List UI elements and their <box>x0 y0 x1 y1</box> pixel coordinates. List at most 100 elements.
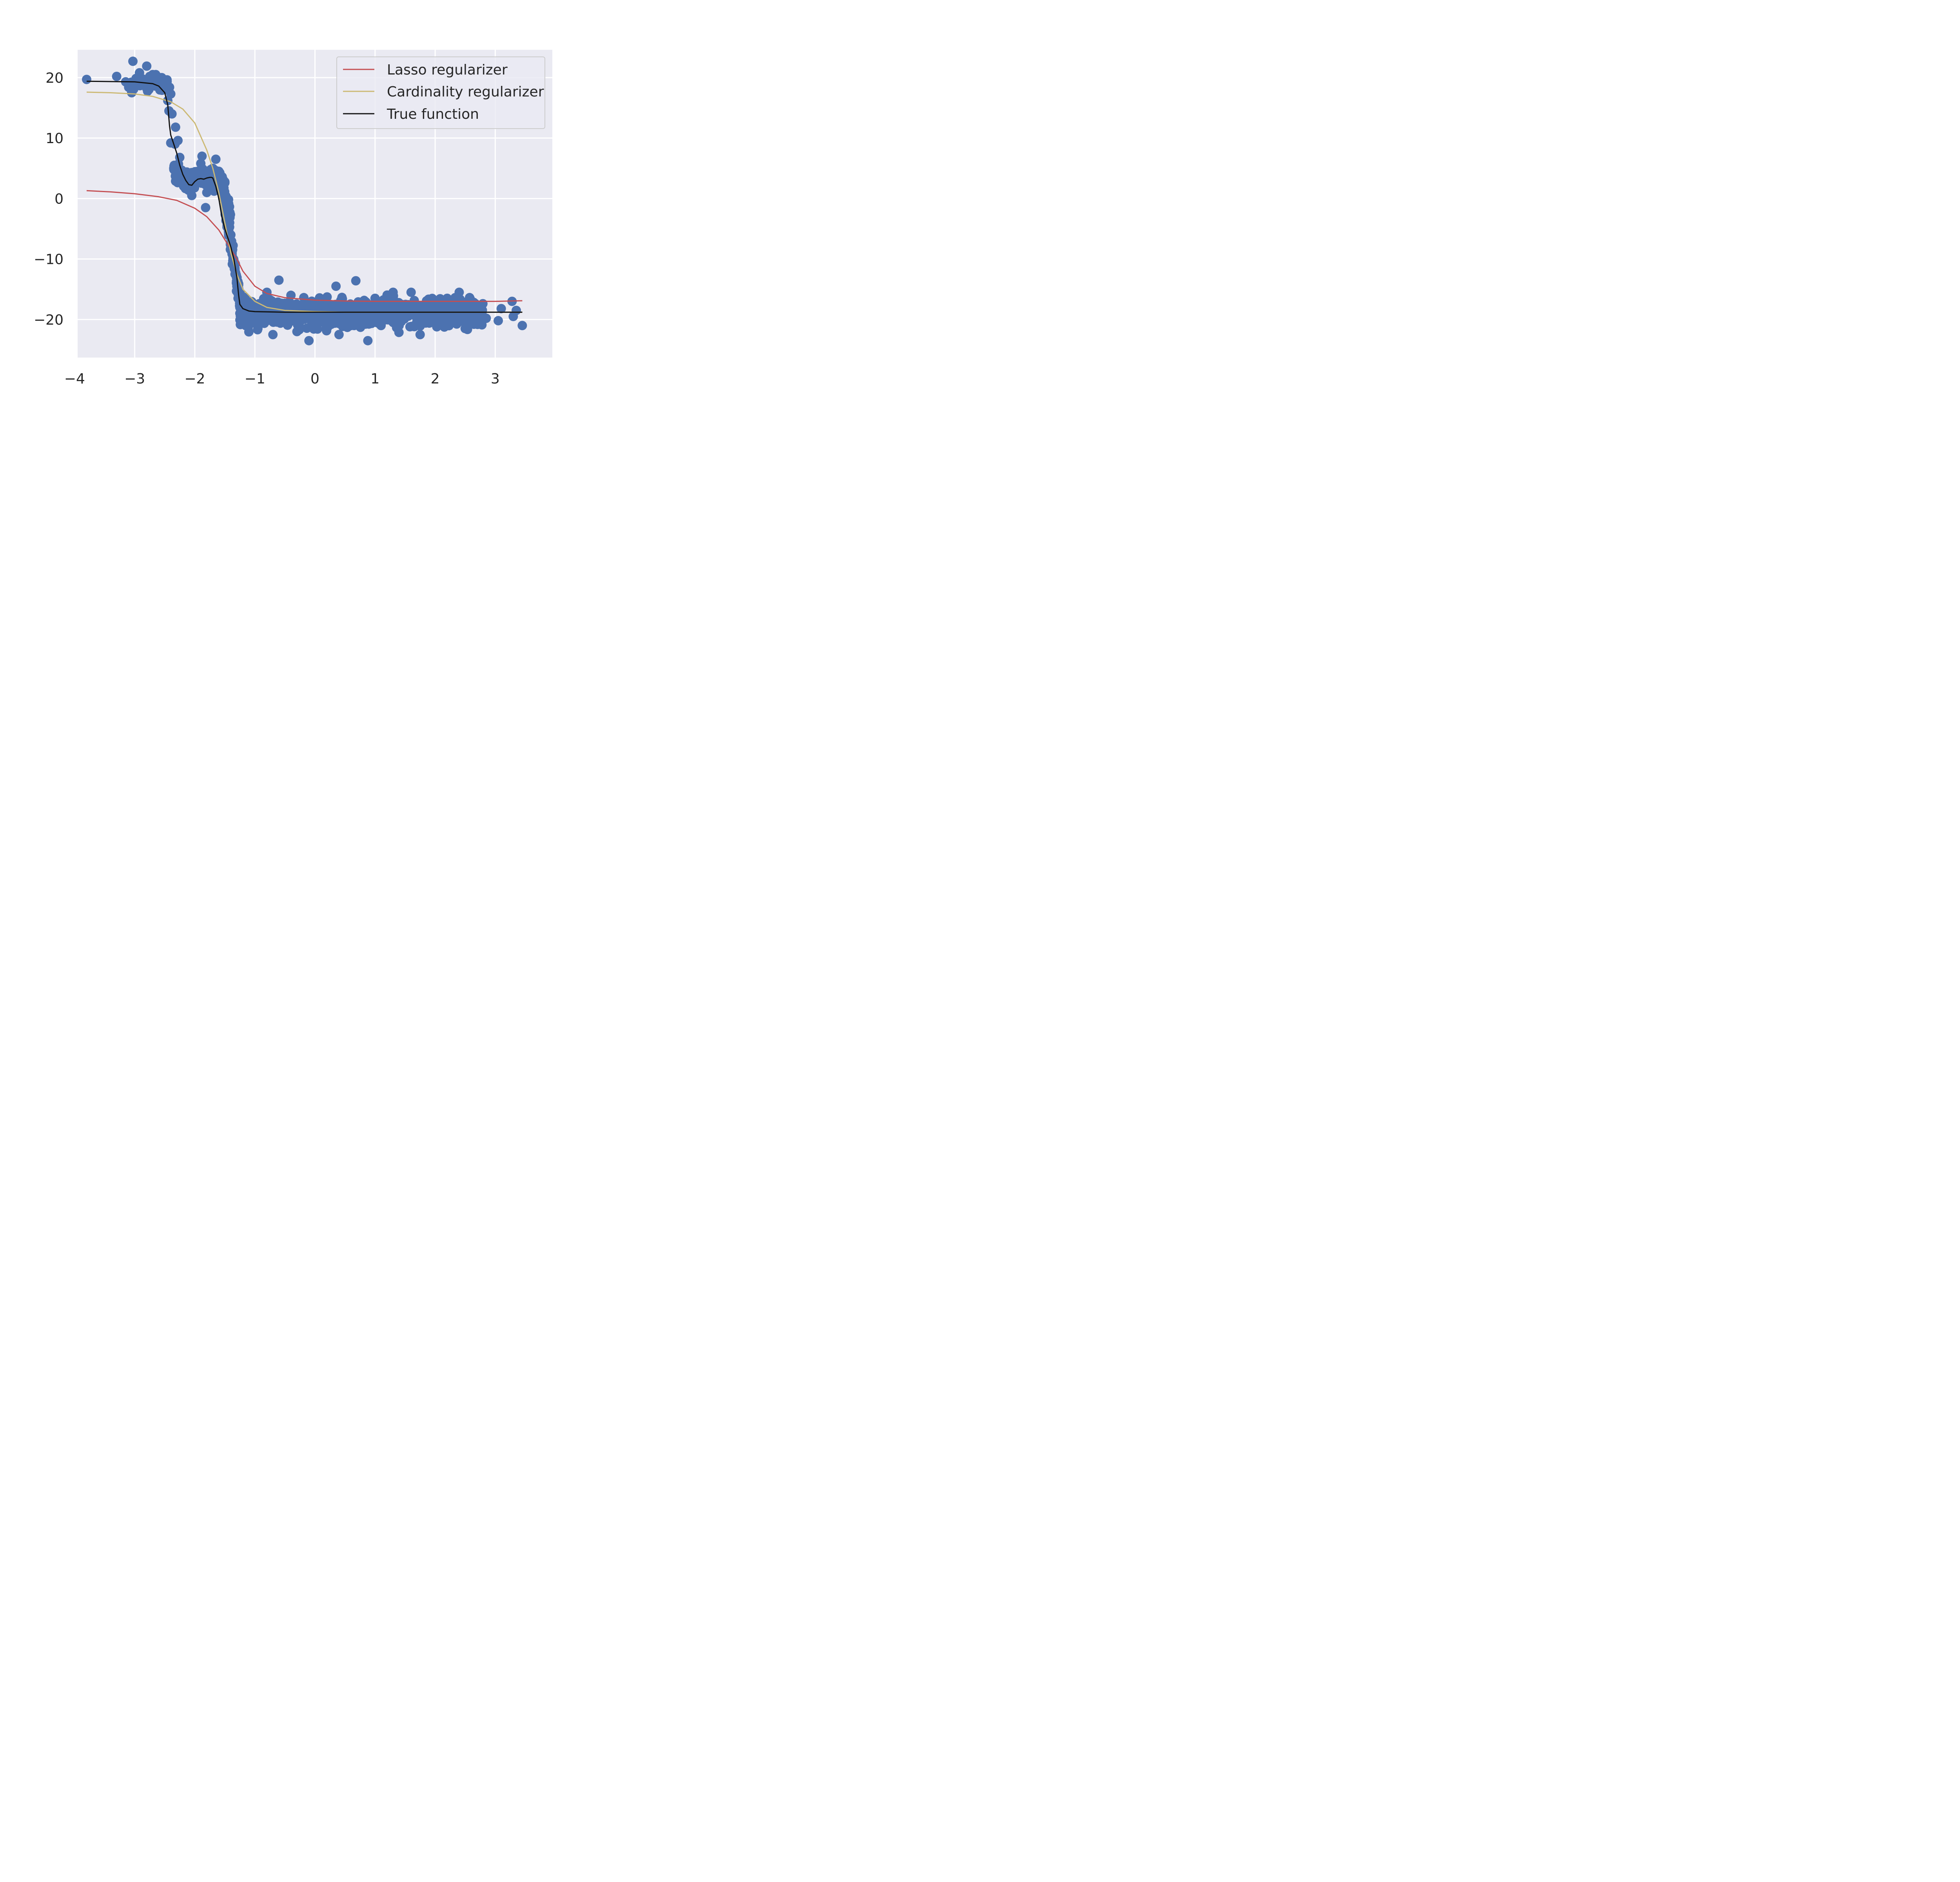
x-axis-ticks: −4 −3 −2 −1 0 1 2 3 <box>64 371 500 387</box>
data-point <box>424 312 434 322</box>
data-point <box>331 282 341 291</box>
data-point <box>448 312 458 322</box>
y-tick-label: −20 <box>34 312 64 328</box>
data-point <box>481 313 491 323</box>
data-point <box>292 327 302 336</box>
x-tick-label: −4 <box>64 371 85 387</box>
legend-label-cardinality: Cardinality regularizer <box>387 84 544 100</box>
data-point <box>376 321 386 331</box>
data-point <box>494 316 503 325</box>
x-tick-label: 3 <box>491 371 500 387</box>
data-point <box>354 302 364 311</box>
data-point <box>128 56 138 66</box>
data-point <box>496 304 506 314</box>
y-tick-label: 20 <box>45 70 64 86</box>
data-point <box>436 305 446 315</box>
data-point <box>280 318 290 327</box>
data-point <box>415 330 425 340</box>
data-point <box>351 276 361 286</box>
data-point <box>454 287 464 297</box>
data-point <box>233 293 243 303</box>
data-point <box>211 154 221 164</box>
data-point <box>382 309 392 318</box>
data-point <box>430 318 440 327</box>
data-point <box>124 82 134 92</box>
data-point <box>225 218 234 228</box>
data-point <box>169 163 179 173</box>
legend: Lasso regularizer Cardinality regularize… <box>336 56 545 129</box>
series-lines <box>86 80 523 313</box>
data-point <box>190 176 200 185</box>
x-tick-label: −2 <box>184 371 205 387</box>
data-point <box>309 324 319 334</box>
data-point <box>472 318 482 327</box>
data-point <box>374 312 384 322</box>
data-point <box>512 305 521 315</box>
data-point <box>334 330 344 340</box>
data-point <box>134 68 144 78</box>
data-point <box>400 312 410 322</box>
data-point <box>442 293 452 303</box>
legend-label-true-function: True function <box>387 106 479 122</box>
x-tick-label: −3 <box>124 371 145 387</box>
x-tick-label: 0 <box>310 371 319 387</box>
data-point <box>112 71 122 81</box>
legend-label-lasso: Lasso regularizer <box>387 62 508 78</box>
data-point <box>463 313 473 323</box>
data-point <box>310 314 320 324</box>
data-point <box>187 191 197 200</box>
data-point <box>346 321 356 331</box>
data-point <box>201 203 211 213</box>
data-point <box>273 297 283 307</box>
data-point <box>184 182 194 191</box>
data-point <box>232 282 242 291</box>
data-point <box>406 287 416 297</box>
data-point <box>268 330 278 340</box>
data-point <box>412 317 422 327</box>
data-point <box>247 318 257 327</box>
data-point <box>235 302 245 312</box>
data-point <box>367 318 377 328</box>
data-point <box>193 166 203 176</box>
data-point <box>370 293 380 303</box>
data-point <box>196 158 206 168</box>
data-point <box>340 302 350 312</box>
data-point <box>316 296 326 306</box>
y-axis-ticks: −20 −10 0 10 20 <box>34 70 64 328</box>
data-point <box>460 323 470 333</box>
data-point <box>377 302 387 311</box>
y-tick-label: 0 <box>54 191 64 207</box>
data-point <box>197 151 207 161</box>
data-point <box>262 287 272 297</box>
data-point <box>253 323 263 333</box>
data-point <box>142 61 152 71</box>
data-point <box>171 122 180 132</box>
x-tick-label: 2 <box>431 371 440 387</box>
data-point <box>202 187 212 197</box>
data-point <box>394 321 404 331</box>
x-tick-label: 1 <box>370 371 379 387</box>
data-point <box>465 301 475 311</box>
data-point <box>387 302 397 312</box>
y-tick-label: −10 <box>34 252 64 268</box>
y-tick-label: 10 <box>45 131 64 147</box>
data-point <box>322 318 332 327</box>
data-point <box>139 77 149 87</box>
data-point <box>214 166 224 176</box>
data-point <box>222 209 232 218</box>
data-point <box>167 109 177 119</box>
data-point <box>173 136 183 145</box>
data-point <box>394 327 404 337</box>
data-point <box>217 182 227 191</box>
data-point <box>340 315 350 325</box>
data-point <box>358 314 368 324</box>
data-point <box>274 275 284 285</box>
data-point <box>421 300 431 309</box>
data-point <box>517 321 527 331</box>
legend-box <box>336 56 545 129</box>
data-point <box>457 302 466 311</box>
data-point <box>143 86 152 96</box>
data-point <box>259 312 269 322</box>
x-tick-label: −1 <box>245 371 265 387</box>
